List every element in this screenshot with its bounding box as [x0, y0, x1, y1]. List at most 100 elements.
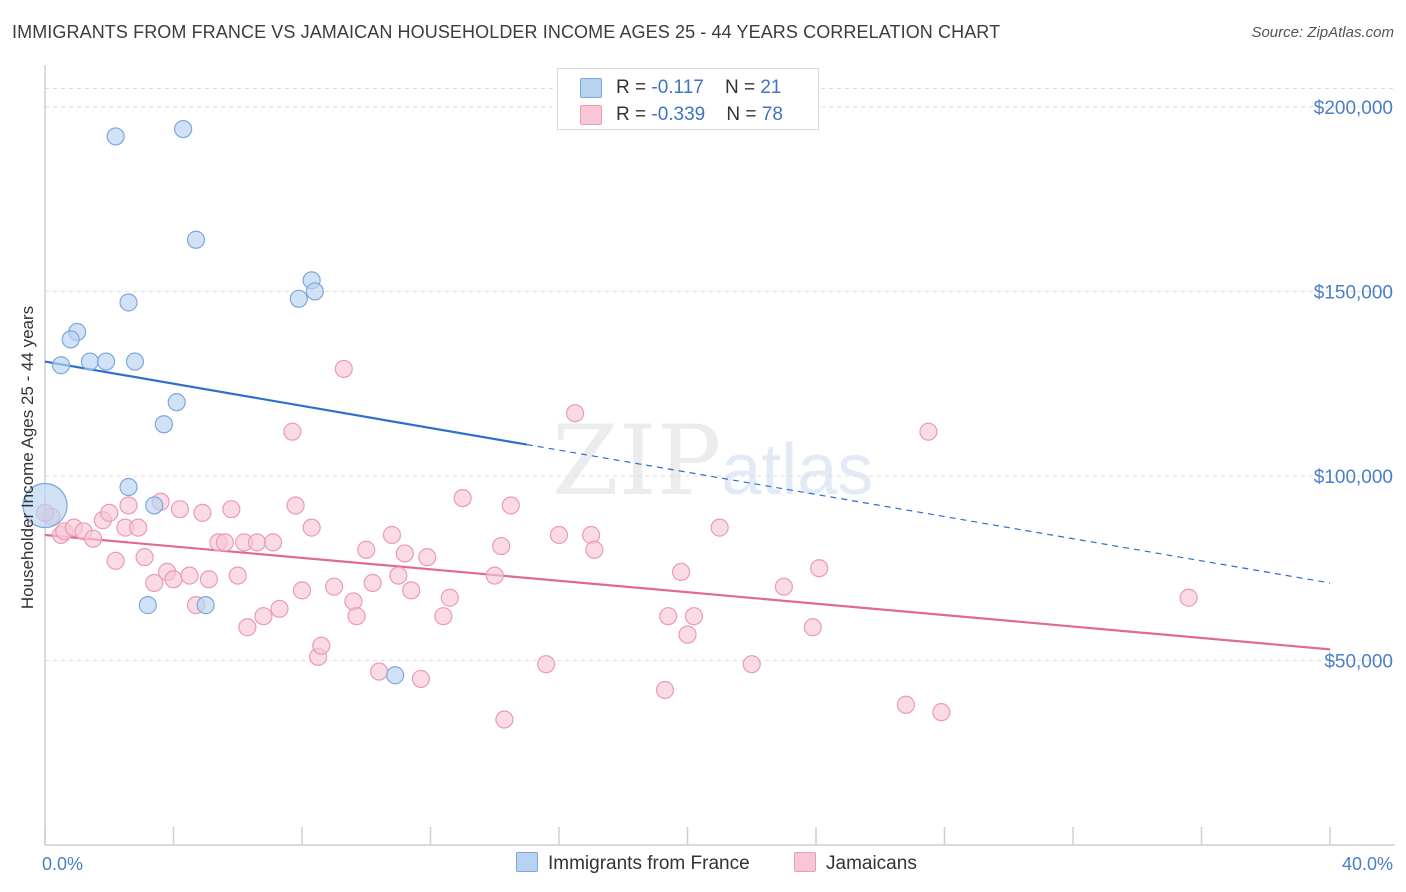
y-tick-label: $50,000: [1324, 651, 1393, 672]
data-point-jamaicans: [292, 581, 312, 600]
data-point-jamaicans: [774, 577, 793, 596]
watermark-atlas: atlas: [721, 430, 874, 510]
data-point-jamaicans: [286, 496, 305, 515]
data-point-jamaicans: [659, 607, 678, 626]
data-point-france: [174, 119, 193, 139]
trend-lines: [44, 360, 1331, 651]
data-point-jamaicans: [170, 500, 190, 519]
legend-n-value-jamaicans: 78: [761, 104, 783, 125]
x-tick-label: 0.0%: [42, 854, 83, 874]
data-point-jamaicans: [710, 518, 729, 537]
legend-swatch-jamaicans: [580, 105, 602, 125]
data-point-jamaicans: [434, 607, 453, 626]
correlation-legend: R = -0.117 N = 21 R = -0.339 N = 78: [557, 68, 819, 130]
data-point-jamaicans: [418, 548, 437, 567]
y-tick-label: $200,000: [1314, 98, 1393, 119]
bottom-legend-label-jamaicans: Jamaicans: [826, 853, 917, 874]
legend-r-value-france: -0.117: [651, 77, 704, 98]
data-point-jamaicans: [238, 618, 257, 637]
data-point-jamaicans: [382, 525, 402, 545]
data-point-jamaicans: [501, 496, 520, 515]
watermark: ZIPatlas: [552, 405, 873, 517]
data-point-jamaicans: [254, 607, 273, 626]
data-point-france: [305, 282, 324, 301]
data-point-jamaicans: [919, 422, 938, 441]
data-point-france: [138, 596, 157, 615]
data-point-jamaicans: [347, 607, 366, 626]
data-point-france: [22, 482, 68, 529]
x-tick-label: 40.0%: [1342, 854, 1393, 874]
data-point-jamaicans: [395, 544, 414, 563]
data-point-jamaicans: [164, 570, 183, 589]
data-point-jamaicans: [440, 588, 459, 607]
data-point-jamaicans: [810, 559, 829, 578]
source-label: Source: ZipAtlas.com: [1251, 24, 1394, 41]
legend-n-label: N =: [726, 104, 762, 125]
bottom-legend-swatch-france: [516, 852, 538, 872]
data-point-jamaicans: [145, 573, 164, 593]
bottom-legend-jamaicans: Jamaicans: [794, 852, 917, 875]
data-point-jamaicans: [402, 581, 421, 600]
data-point-jamaicans: [247, 533, 267, 552]
data-point-jamaicans: [495, 710, 514, 729]
legend-swatch-france: [580, 78, 602, 98]
y-tick-label: $150,000: [1314, 282, 1393, 303]
data-point-jamaicans: [357, 540, 376, 559]
data-point-france: [119, 477, 138, 497]
data-point-france: [106, 127, 125, 146]
data-point-jamaicans: [283, 422, 302, 441]
data-point-jamaicans: [655, 680, 675, 700]
data-points: [22, 119, 1198, 729]
data-point-jamaicans: [135, 548, 154, 567]
data-point-france: [289, 289, 308, 308]
y-axis-title: Householder Income Ages 25 - 44 years: [18, 306, 37, 609]
data-point-jamaicans: [537, 655, 556, 674]
data-point-france: [167, 393, 186, 412]
bottom-legend-swatch-jamaicans: [794, 852, 816, 872]
data-point-jamaicans: [334, 359, 353, 379]
watermark-zip: ZIP: [552, 405, 722, 517]
trend-line-jamaicans: [44, 533, 1331, 651]
legend-n-value-france: 21: [760, 77, 782, 98]
data-point-france: [154, 415, 173, 434]
bottom-legend-france: Immigrants from France: [516, 852, 750, 875]
data-point-jamaicans: [270, 599, 289, 618]
data-point-jamaicans: [215, 533, 234, 552]
data-point-jamaicans: [129, 518, 148, 537]
data-point-jamaicans: [199, 570, 218, 589]
data-point-jamaicans: [100, 503, 119, 522]
data-point-jamaicans: [263, 533, 283, 552]
data-point-jamaicans: [453, 488, 472, 508]
data-point-france: [51, 356, 71, 375]
data-point-jamaicans: [119, 496, 138, 515]
data-point-jamaicans: [582, 525, 601, 545]
data-point-jamaicans: [180, 566, 199, 585]
data-point-france: [186, 230, 206, 249]
data-point-france: [80, 352, 100, 371]
legend-r-label: R =: [616, 104, 652, 125]
legend-r-label: R =: [616, 77, 652, 98]
axes: [44, 65, 1395, 846]
data-point-jamaicans: [344, 592, 363, 611]
data-point-france: [125, 352, 145, 371]
data-point-jamaicans: [565, 404, 585, 423]
data-point-jamaicans: [84, 529, 103, 548]
data-point-france: [119, 293, 138, 312]
legend-r-value-jamaicans: -0.339: [651, 104, 706, 125]
data-point-jamaicans: [370, 662, 389, 681]
axis-labels: $50,000 $100,000 $150,000 $200,000 0.0% 40.0%…: [18, 98, 1393, 874]
data-point-jamaicans: [742, 655, 761, 674]
data-point-jamaicans: [363, 573, 382, 593]
data-point-france: [96, 352, 116, 371]
data-point-jamaicans: [1179, 588, 1198, 607]
data-point-jamaicans: [932, 703, 951, 722]
data-point-jamaicans: [222, 500, 241, 519]
data-point-jamaicans: [803, 618, 822, 637]
data-point-jamaicans: [896, 695, 916, 714]
data-point-jamaicans: [485, 566, 504, 585]
data-point-jamaicans: [302, 518, 321, 537]
data-point-jamaicans: [106, 551, 125, 570]
data-point-france: [61, 330, 80, 349]
data-point-jamaicans: [678, 625, 697, 644]
